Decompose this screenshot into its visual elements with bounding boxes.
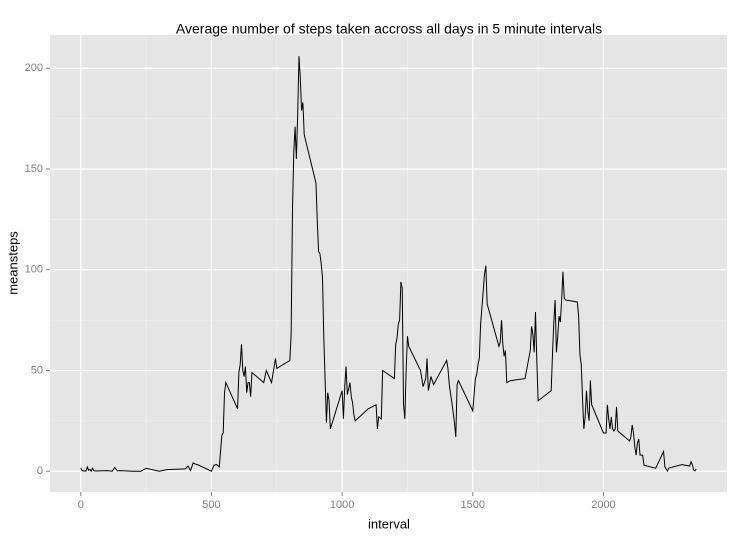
x-tick-label: 1000: [330, 499, 354, 511]
chart-title: Average number of steps taken accross al…: [176, 21, 602, 37]
y-axis-label: meansteps: [5, 231, 20, 295]
panel: [50, 35, 727, 492]
y-tick-label: 150: [25, 163, 43, 175]
x-tick-label: 2000: [591, 499, 615, 511]
y-tick-label: 100: [25, 264, 43, 276]
marks: [80, 56, 697, 473]
x-tick-label: 1500: [461, 499, 485, 511]
y-tick-label: 50: [31, 364, 43, 376]
x-tick-label: 500: [202, 499, 220, 511]
y-tick-label: 200: [25, 62, 43, 74]
x-tick-label: 0: [78, 499, 84, 511]
line: [80, 56, 697, 473]
x-axis-label: interval: [368, 516, 410, 531]
y-tick-label: 0: [37, 465, 43, 477]
